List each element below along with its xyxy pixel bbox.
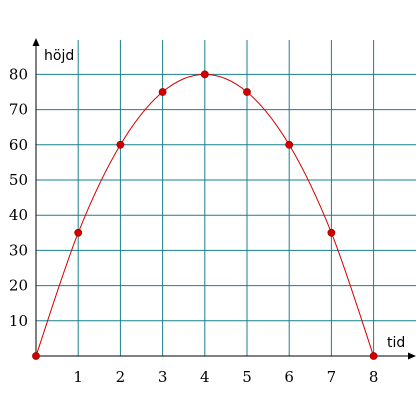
data-point: [116, 140, 125, 149]
y-tick-label: 60: [9, 136, 28, 154]
x-tick-label: 4: [200, 368, 210, 386]
x-tick-label: 8: [369, 368, 379, 386]
y-axis-arrow-icon: [32, 38, 40, 46]
y-tick-label: 20: [9, 277, 28, 295]
x-axis-arrow-icon: [408, 352, 416, 360]
grid: [36, 40, 416, 356]
x-tick-label: 7: [327, 368, 337, 386]
data-point: [285, 140, 294, 149]
x-tick-label: 1: [73, 368, 83, 386]
data-point: [327, 228, 336, 237]
x-tick-label: 3: [158, 368, 168, 386]
y-tick-label: 40: [9, 206, 28, 224]
y-tick-label: 80: [9, 65, 28, 83]
x-tick-label: 5: [242, 368, 252, 386]
data-point: [158, 88, 167, 96]
data-point: [369, 352, 378, 360]
y-axis-label: höjd: [44, 48, 74, 64]
data-point: [74, 228, 83, 237]
data-point: [243, 88, 251, 96]
y-tick-label: 70: [9, 101, 28, 119]
data-points: [32, 70, 378, 360]
x-tick-label: 2: [116, 368, 126, 386]
y-tick-label: 30: [9, 241, 28, 259]
x-axis-label: tid: [387, 335, 405, 351]
y-tick-label: 50: [9, 171, 28, 189]
y-tick-label: 10: [9, 312, 28, 330]
x-tick-label: 6: [284, 368, 294, 386]
data-point: [32, 352, 40, 360]
tick-labels: 1 2 3 4 5 6 7 8 10 20 30 40 50 60 70 80: [9, 65, 378, 386]
axes: tid höjd: [32, 38, 416, 360]
data-point: [200, 70, 209, 79]
